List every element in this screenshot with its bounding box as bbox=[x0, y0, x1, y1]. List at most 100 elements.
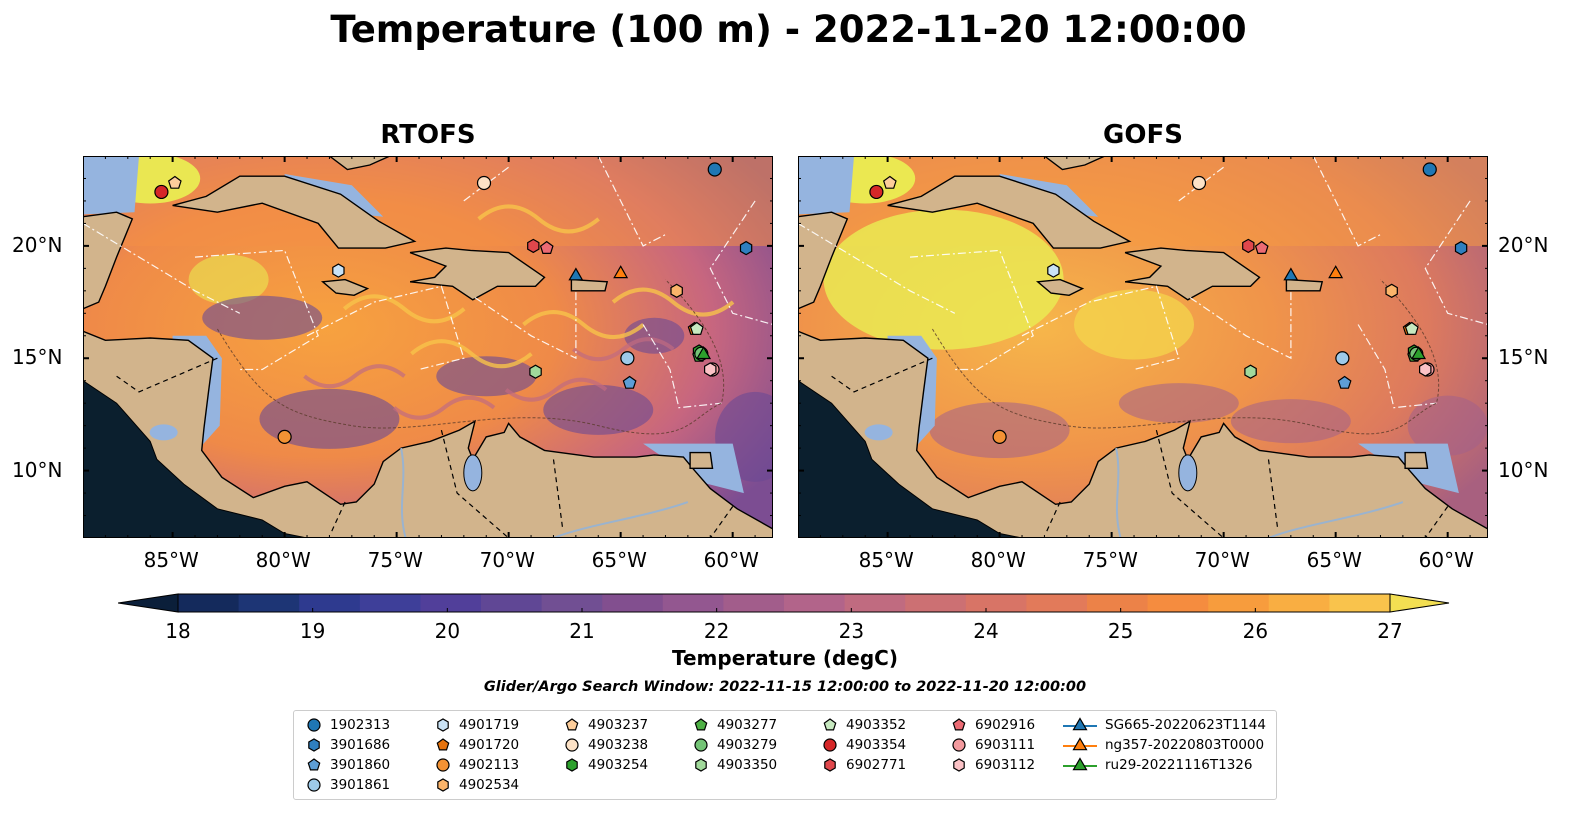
legend-marker-4901719 bbox=[437, 718, 449, 732]
marker-3901861 bbox=[620, 351, 635, 366]
legend-marker-6903112 bbox=[953, 758, 965, 772]
colorbar-tick-label: 25 bbox=[1107, 619, 1134, 643]
legend-label: 4903350 bbox=[717, 757, 778, 773]
colorbar-label: Temperature (degC) bbox=[672, 646, 898, 670]
colorbar-tick-label: 20 bbox=[434, 619, 461, 643]
legend-marker-3901861 bbox=[307, 778, 321, 792]
marker-3901861 bbox=[1335, 351, 1350, 366]
marker-4903354 bbox=[154, 184, 169, 200]
legend-marker-4901720 bbox=[436, 738, 450, 751]
legend-marker-1902313 bbox=[307, 718, 321, 732]
legend-marker-SG665-20220623T1144 bbox=[1072, 717, 1088, 731]
legend-item: 4902113 bbox=[435, 755, 519, 775]
lon-tick-label: 85°W bbox=[858, 548, 914, 572]
marker-4901719 bbox=[332, 263, 345, 278]
legend-label: 4903352 bbox=[846, 717, 907, 733]
marker-4902534 bbox=[1385, 283, 1398, 298]
map-panel-rtofs[interactable] bbox=[83, 156, 773, 538]
marker-SG665-20220623T1144 bbox=[1283, 267, 1299, 281]
legend-label: 4903254 bbox=[588, 757, 649, 773]
marker-4903237 bbox=[882, 175, 897, 189]
marker-ng357-20220803T0000 bbox=[1328, 265, 1344, 279]
legend-item: 4903277 bbox=[693, 715, 777, 735]
marker-1902313 bbox=[1422, 162, 1437, 177]
marker-4903238 bbox=[476, 175, 492, 191]
legend-item: 6902916 bbox=[951, 715, 1035, 735]
legend-label: 4903277 bbox=[717, 717, 778, 733]
lon-tick-label: 70°W bbox=[479, 548, 535, 572]
legend-label: 3901860 bbox=[330, 757, 391, 773]
legend-label: 4903237 bbox=[588, 717, 649, 733]
legend-marker-4903352 bbox=[823, 718, 837, 731]
legend-marker-4902113 bbox=[436, 758, 450, 772]
marker-3901686 bbox=[739, 240, 753, 256]
legend-label: SG665-20220623T1144 bbox=[1105, 717, 1266, 733]
marker-ng357-20220803T0000 bbox=[613, 265, 629, 279]
marker-6902771 bbox=[1242, 238, 1255, 254]
lon-tick-label: 60°W bbox=[703, 548, 759, 572]
legend-label: 4902113 bbox=[459, 757, 520, 773]
legend-item: 3901860 bbox=[306, 755, 390, 775]
lat-tick-label: 20°N bbox=[12, 232, 63, 257]
marker-4903237 bbox=[167, 175, 182, 189]
legend-label: 4903279 bbox=[717, 737, 778, 753]
colorbar-tick-label: 18 bbox=[165, 619, 191, 643]
marker-ru29-20221116T1326 bbox=[696, 345, 712, 360]
legend-marker-6903111 bbox=[952, 738, 966, 752]
colorbar-tick-label: 23 bbox=[838, 619, 865, 643]
panel-title-gofs: GOFS bbox=[1103, 120, 1183, 150]
lat-tick-label: 10°N bbox=[1498, 457, 1549, 482]
legend-item: 6902771 bbox=[822, 755, 906, 775]
legend-item: 3901861 bbox=[306, 775, 390, 795]
lon-tick-label: 80°W bbox=[255, 548, 311, 572]
legend-marker-4903238 bbox=[565, 738, 579, 752]
lon-tick-label: 70°W bbox=[1194, 548, 1250, 572]
legend-label: 4902534 bbox=[459, 777, 520, 793]
legend: 1902313 3901686 3901860 3901861 4901719 49017… bbox=[293, 710, 1277, 800]
marker-4903238 bbox=[1191, 175, 1207, 191]
lon-tick-label: 60°W bbox=[1418, 548, 1474, 572]
marker-3901860 bbox=[622, 375, 637, 389]
panel-title-rtofs: RTOFS bbox=[380, 120, 476, 150]
legend-label: ru29-20221116T1326 bbox=[1105, 757, 1253, 773]
legend-marker-ru29-20221116T1326 bbox=[1072, 757, 1088, 771]
colorbar-tick-label: 22 bbox=[703, 619, 730, 643]
map-panel-gofs[interactable] bbox=[798, 156, 1488, 538]
lon-tick-label: 65°W bbox=[591, 548, 647, 572]
colorbar-tick-label: 21 bbox=[569, 619, 595, 643]
legend-item: 4903354 bbox=[822, 735, 906, 755]
marker-4902534 bbox=[670, 283, 683, 298]
legend-label: 6902916 bbox=[975, 717, 1036, 733]
legend-item: 6903112 bbox=[951, 755, 1035, 775]
marker-6903112 bbox=[704, 362, 717, 377]
legend-marker-4903354 bbox=[823, 738, 837, 752]
marker-6903112 bbox=[1419, 362, 1432, 377]
legend-item: ru29-20221116T1326 bbox=[1063, 755, 1252, 775]
legend-item: 4901719 bbox=[435, 715, 519, 735]
marker-3901860 bbox=[1337, 375, 1352, 389]
lon-tick-label: 75°W bbox=[1082, 548, 1138, 572]
legend-marker-4903237 bbox=[565, 718, 579, 731]
colorbar-tick-label: 26 bbox=[1242, 619, 1269, 643]
marker-4903354 bbox=[869, 184, 884, 200]
legend-marker-6902916 bbox=[952, 718, 966, 731]
colorbar-tick-label: 24 bbox=[973, 619, 999, 643]
legend-item: 4903279 bbox=[693, 735, 777, 755]
marker-ru29-20221116T1326 bbox=[1411, 345, 1427, 360]
legend-label: 6903112 bbox=[975, 757, 1036, 773]
legend-marker-3901860 bbox=[307, 758, 321, 771]
legend-label: 4903238 bbox=[588, 737, 649, 753]
legend-label: 3901686 bbox=[330, 737, 391, 753]
legend-label: 6902771 bbox=[846, 757, 907, 773]
legend-item: 4901720 bbox=[435, 735, 519, 755]
legend-item: 4903237 bbox=[564, 715, 648, 735]
legend-item: 4903350 bbox=[693, 755, 777, 775]
legend-marker-6902771 bbox=[824, 758, 836, 772]
legend-item: 4903238 bbox=[564, 735, 648, 755]
legend-label: 6903111 bbox=[975, 737, 1036, 753]
legend-label: 3901861 bbox=[330, 777, 391, 793]
legend-marker-4903254 bbox=[566, 758, 578, 772]
marker-3901686 bbox=[1454, 240, 1468, 256]
legend-item: ng357-20220803T0000 bbox=[1063, 735, 1264, 755]
colorbar-tick-label: 19 bbox=[299, 619, 326, 643]
